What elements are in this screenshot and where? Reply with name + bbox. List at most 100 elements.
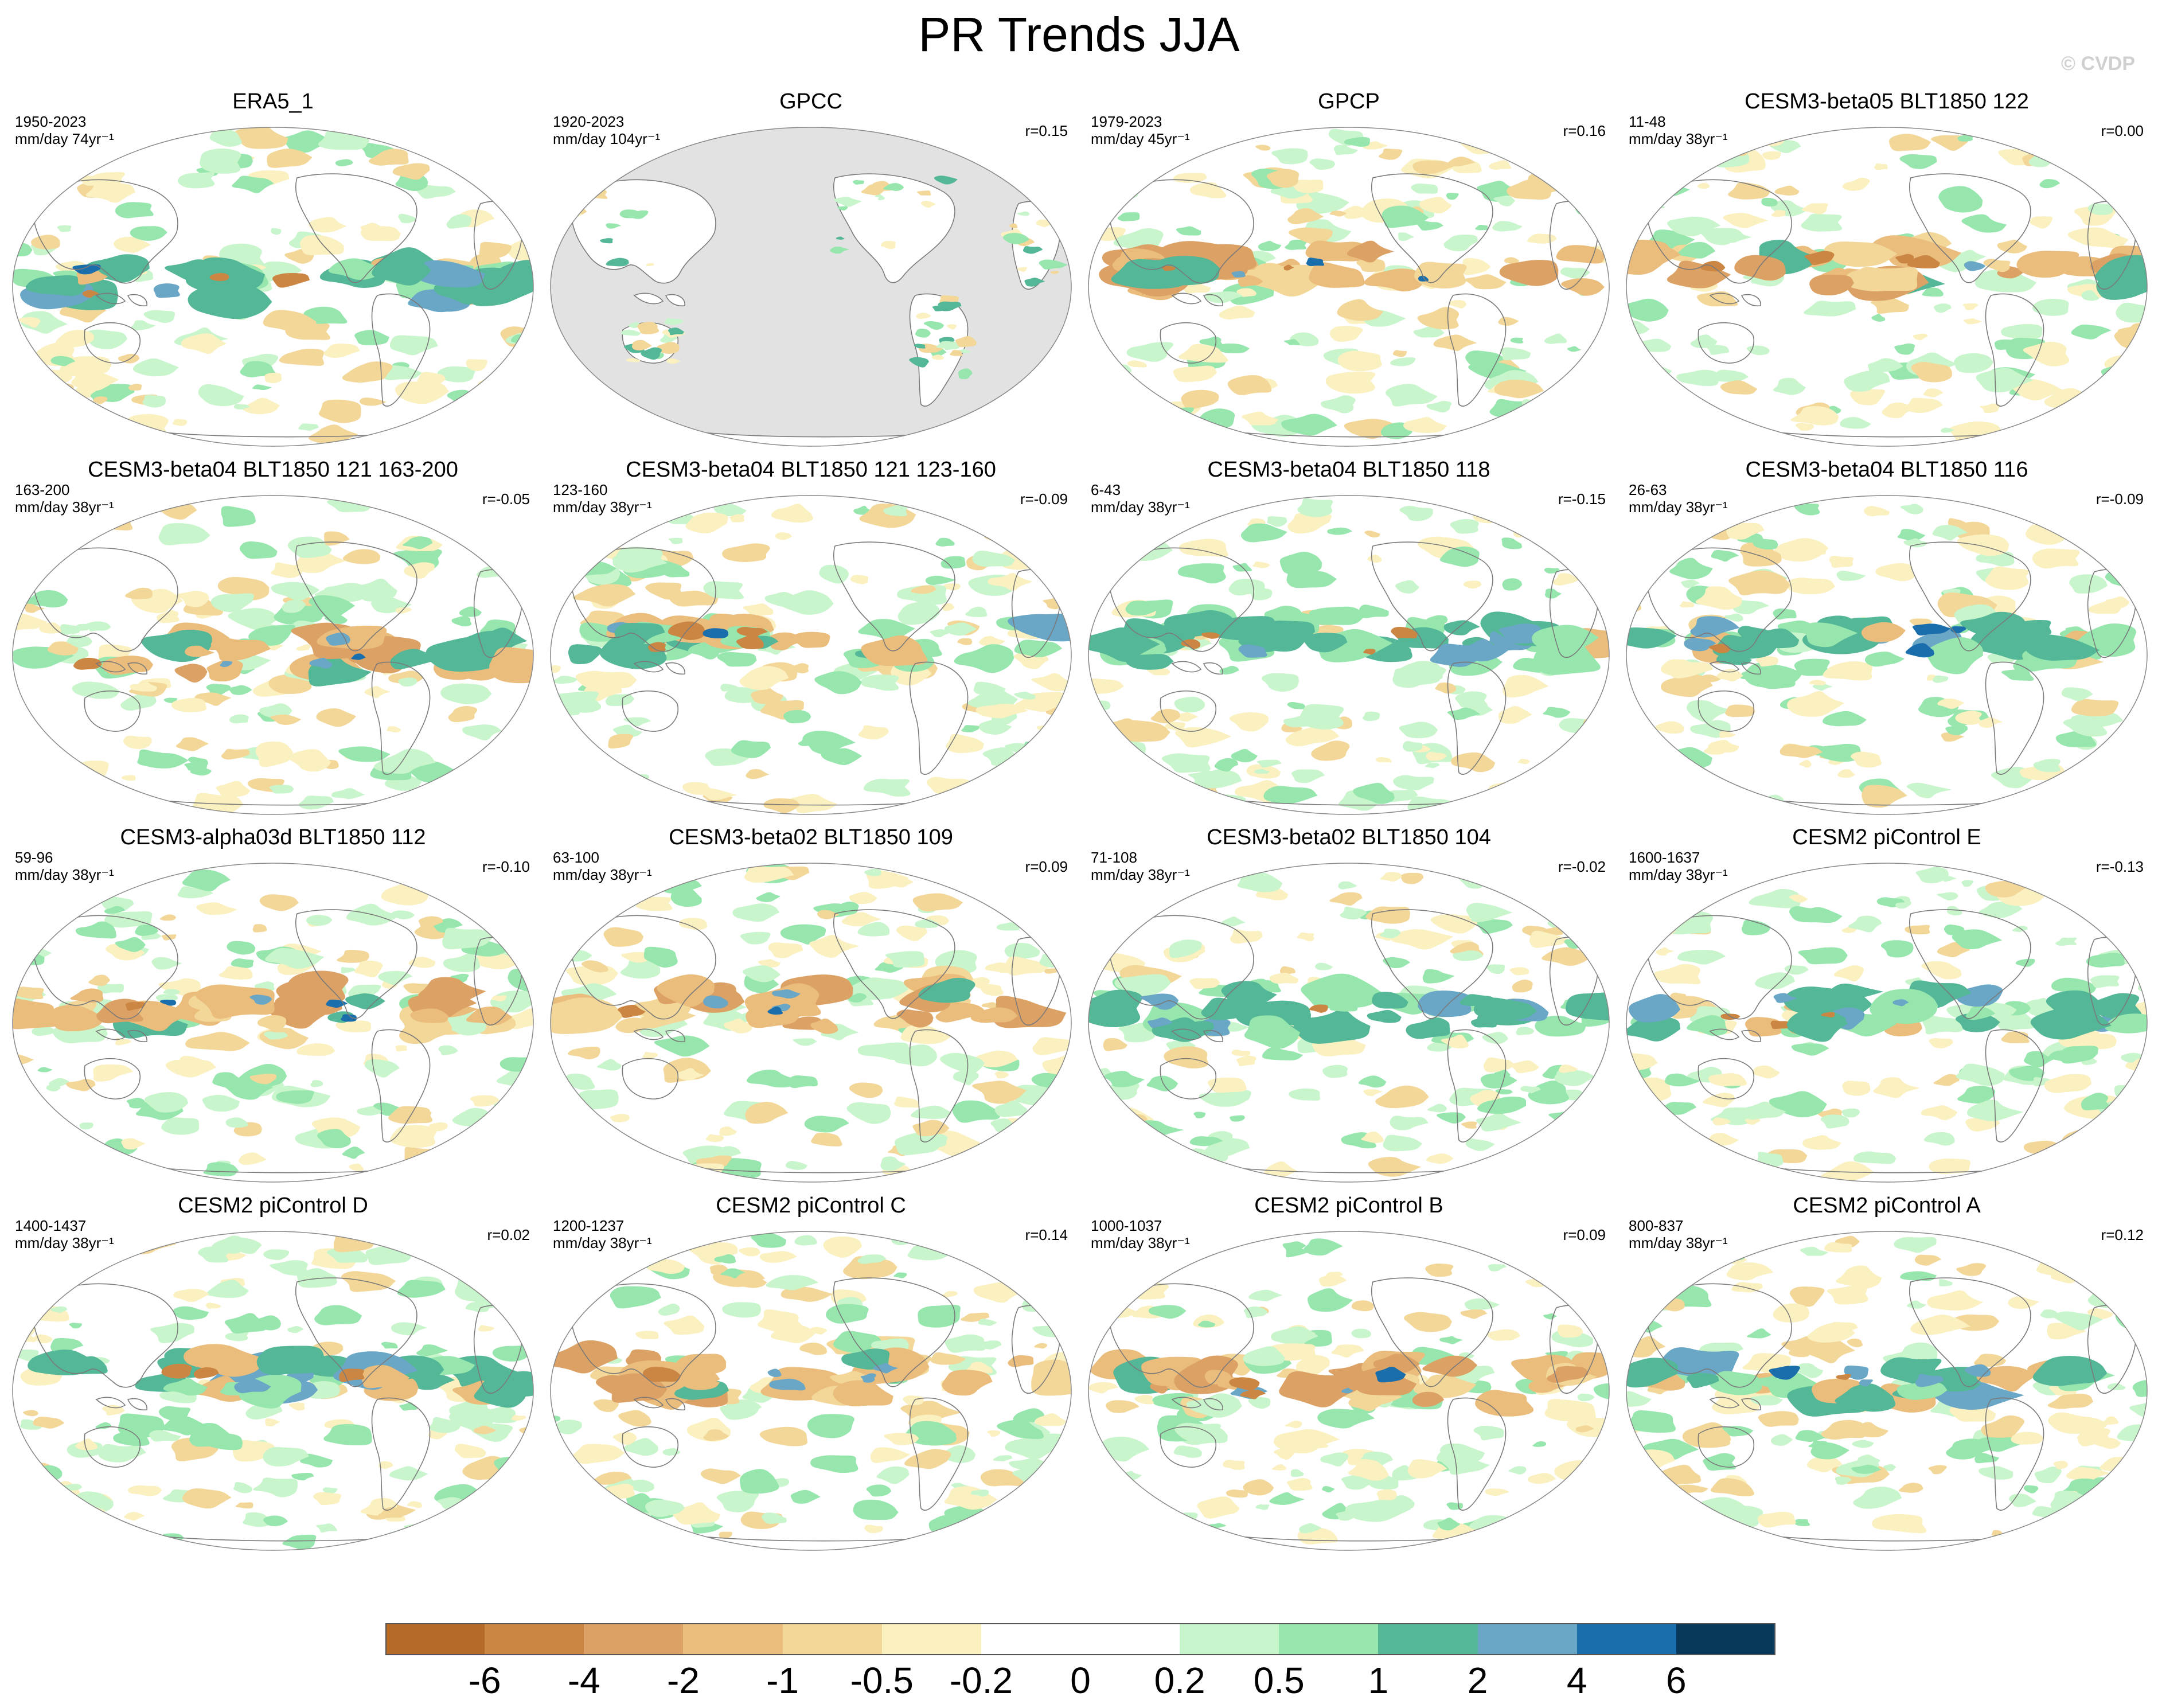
trend-contour [1715, 131, 1738, 141]
trend-contour [1453, 950, 1484, 961]
trend-contour [265, 1418, 281, 1426]
trend-contour [1723, 213, 1768, 228]
trend-contour [228, 685, 252, 695]
trend-contour [19, 756, 61, 778]
trend-contour [1791, 1043, 1829, 1056]
trend-contour [1528, 1081, 1569, 1105]
trend-contour [1668, 412, 1717, 430]
trend-contour [1671, 496, 1713, 520]
trend-contour [668, 327, 684, 336]
trend-contour [911, 585, 936, 594]
trend-contour [1193, 1112, 1206, 1118]
trend-contour [1500, 347, 1531, 361]
trend-contour [1865, 652, 1905, 667]
precip-trend-map [12, 863, 534, 1183]
trend-contour [1941, 732, 1965, 742]
trend-contour [705, 1134, 724, 1142]
trend-contour [1362, 711, 1380, 722]
trend-contour [1038, 1130, 1053, 1138]
trend-contour [282, 130, 331, 153]
trend-contour [1921, 961, 1962, 980]
trend-contour [210, 593, 254, 613]
trend-contour [1795, 1430, 1828, 1442]
trend-contour [911, 1105, 951, 1120]
trend-contour [446, 214, 472, 229]
trend-contour [936, 341, 960, 349]
trend-contour [764, 591, 801, 607]
colorbar-frame [385, 1623, 1775, 1655]
trend-contour [2053, 1460, 2068, 1469]
trend-contour [946, 734, 984, 754]
trend-contour [198, 1246, 230, 1263]
trend-contour [1639, 403, 1656, 411]
trend-contour [1781, 1336, 1833, 1354]
trend-contour [1937, 892, 1958, 900]
trend-contour [1248, 1397, 1271, 1409]
trend-contour [551, 1109, 591, 1131]
trend-contour [1098, 876, 1131, 893]
trend-contour [993, 1455, 1013, 1461]
trend-contour [664, 318, 684, 325]
trend-contour [151, 957, 182, 970]
trend-contour [961, 725, 980, 732]
trend-contour [20, 1419, 44, 1430]
coastline-2 [1203, 294, 1223, 307]
trend-contour [1552, 573, 1581, 586]
panel-title: CESM3-beta04 BLT1850 118 [1207, 458, 1490, 482]
precip-trend-map [1088, 127, 1610, 447]
trend-contour [1340, 906, 1367, 920]
trend-contour [918, 977, 975, 1003]
cvdp-watermark: © CVDP [2061, 53, 2135, 75]
trend-contour [233, 404, 250, 410]
trend-contour [114, 236, 151, 253]
trend-contour [1835, 1476, 1852, 1485]
trend-contour [1821, 1420, 1866, 1440]
trend-contour [1189, 1136, 1223, 1147]
trend-contour [447, 1520, 482, 1535]
trend-contour [1948, 518, 1966, 528]
trend-contour [1230, 1115, 1245, 1122]
trend-contour [1238, 275, 1263, 287]
trend-contour [1821, 1161, 1874, 1181]
trend-contour [1906, 782, 1952, 798]
coastline-1 [1709, 293, 1740, 305]
trend-contour [556, 1420, 582, 1434]
trend-contour [128, 384, 142, 391]
trend-contour [833, 1380, 893, 1407]
trend-contour [252, 384, 272, 391]
trend-contour [1283, 339, 1300, 345]
trend-contour [618, 1410, 651, 1427]
trend-contour [509, 793, 532, 806]
trend-contour [309, 595, 356, 618]
trend-contour [896, 925, 927, 941]
trend-contour [743, 965, 781, 982]
trend-contour [1482, 1032, 1508, 1044]
trend-contour [1752, 1065, 1780, 1079]
trend-contour [610, 1286, 661, 1309]
trend-contour [1202, 1162, 1223, 1174]
trend-contour [1800, 1246, 1828, 1256]
trend-contour [2111, 379, 2130, 389]
trend-contour [1337, 350, 1382, 372]
colorbar-swatch [881, 1623, 982, 1655]
trend-contour [1734, 255, 1786, 281]
trend-contour [1285, 1421, 1302, 1429]
trend-contour [1088, 1382, 1118, 1394]
trend-contour [125, 587, 153, 599]
trend-contour [1794, 502, 1820, 516]
trend-contour [1981, 1415, 2024, 1440]
trend-contour [994, 1071, 1009, 1079]
trend-contour [517, 1243, 533, 1250]
trend-contour [2110, 746, 2133, 756]
trend-contour [212, 1072, 246, 1089]
trend-contour [2102, 1416, 2119, 1425]
trend-contour [1088, 751, 1121, 773]
panel-pattern-correlation: r=-0.09 [1020, 490, 1068, 508]
trend-contour [1626, 392, 1645, 404]
trend-contour [25, 603, 45, 613]
trend-contour [26, 275, 87, 296]
trend-contour [218, 966, 253, 980]
panel-period: 11-48 [1629, 113, 1666, 130]
trend-contour [1404, 1312, 1452, 1332]
trend-contour [46, 411, 71, 422]
